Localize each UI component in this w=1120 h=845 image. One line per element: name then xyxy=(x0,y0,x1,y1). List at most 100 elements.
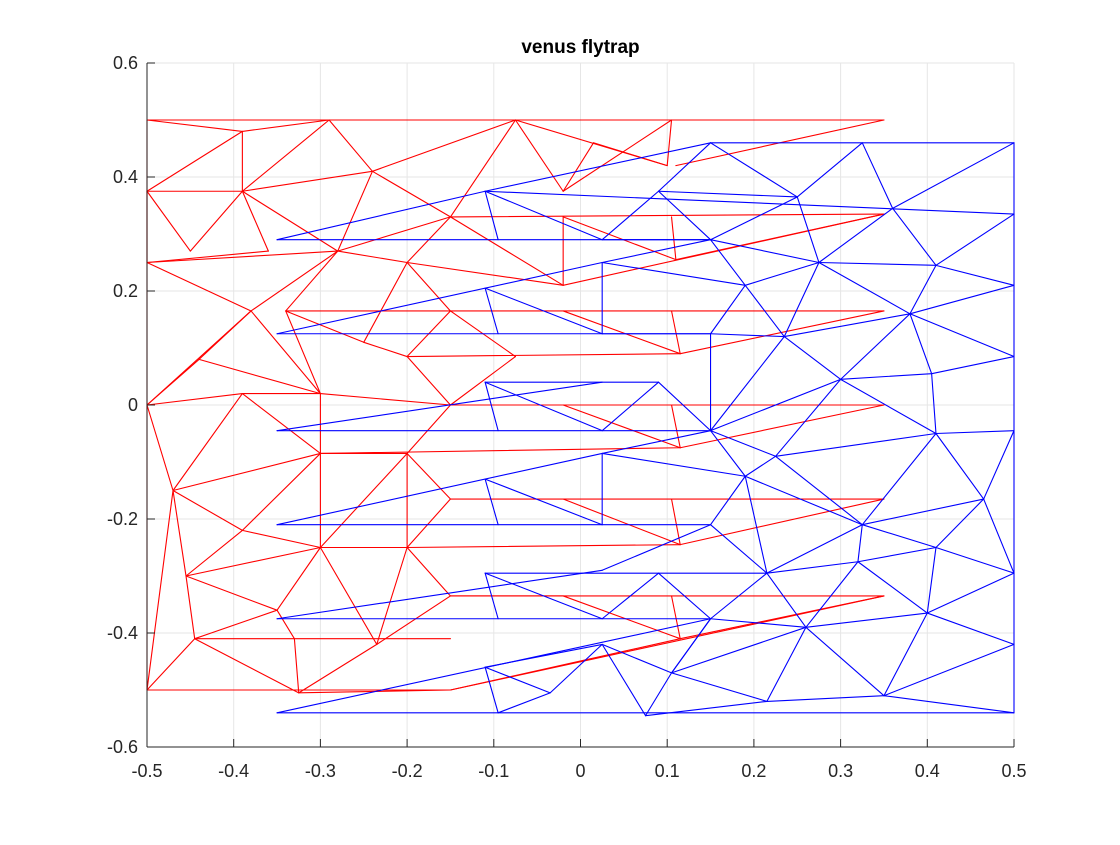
mesh-edge xyxy=(406,404,452,455)
mesh-edge xyxy=(601,239,712,264)
mesh-edge xyxy=(840,373,933,380)
mesh-edge xyxy=(484,572,603,620)
mesh-edge xyxy=(766,524,863,574)
y-tick-label: 0.6 xyxy=(113,53,138,73)
y-tick-label: 0 xyxy=(128,395,138,415)
mesh-edge xyxy=(293,638,300,694)
mesh-edge xyxy=(709,618,807,628)
mesh-edge xyxy=(679,404,885,449)
mesh-edge xyxy=(892,207,937,266)
mesh-edge xyxy=(172,393,243,492)
mesh-edge xyxy=(185,575,278,611)
mesh-edge xyxy=(931,373,937,435)
mesh-edge xyxy=(840,313,911,380)
mesh-edge xyxy=(709,430,777,457)
mesh-edge xyxy=(484,287,603,335)
mesh-edge xyxy=(146,119,243,132)
mesh-edge xyxy=(484,381,603,432)
mesh-edge xyxy=(601,430,712,455)
mesh-edge xyxy=(709,524,768,574)
mesh-edge xyxy=(276,609,295,640)
mesh-edge xyxy=(857,524,863,563)
mesh-edge xyxy=(194,609,278,640)
mesh-edge xyxy=(744,475,863,526)
mesh-edge xyxy=(935,432,985,500)
mesh-edge xyxy=(670,595,681,640)
mesh-edge xyxy=(766,572,807,628)
mesh-edge xyxy=(805,626,885,697)
mesh-edge xyxy=(449,355,517,406)
mesh-edge xyxy=(926,572,1015,614)
mesh-edge xyxy=(709,333,785,338)
mesh-edge xyxy=(562,119,673,192)
mesh-edge xyxy=(909,313,1015,358)
mesh-edge xyxy=(319,393,452,406)
mesh-edge xyxy=(670,310,681,355)
mesh-edge xyxy=(241,190,269,252)
mesh-edge xyxy=(744,455,777,477)
y-tick-label: 0.4 xyxy=(113,167,138,187)
mesh-edge xyxy=(657,142,712,192)
mesh-edge xyxy=(449,119,517,218)
mesh-edge xyxy=(406,544,681,549)
mesh-edge xyxy=(376,546,408,645)
mesh-edge xyxy=(909,264,937,315)
mesh-edge xyxy=(783,336,842,380)
mesh-edge xyxy=(775,432,937,457)
mesh-edge xyxy=(657,381,712,432)
mesh-edge xyxy=(406,452,452,500)
y-tick-label: -0.2 xyxy=(107,509,138,529)
mesh-edge xyxy=(675,213,885,261)
mesh-edge xyxy=(935,264,1015,286)
mesh-edge xyxy=(146,250,339,264)
mesh-edge xyxy=(276,452,603,526)
mesh-edge xyxy=(783,261,820,338)
mesh-edge xyxy=(276,381,603,432)
mesh-edge xyxy=(709,430,746,477)
mesh-edge xyxy=(670,618,712,674)
mesh-edge xyxy=(861,142,894,209)
mesh-edge xyxy=(766,561,859,574)
mesh-edge xyxy=(319,546,378,645)
mesh-edge xyxy=(285,310,321,395)
mesh-edge xyxy=(484,142,712,192)
mesh-edge xyxy=(185,546,321,577)
x-tick-label: 0 xyxy=(575,761,585,781)
mesh-edge xyxy=(709,142,798,198)
mesh-edge xyxy=(363,341,408,358)
mesh-edge xyxy=(657,190,798,198)
mesh-edge xyxy=(601,572,660,620)
mesh-edge xyxy=(935,498,985,549)
mesh-edge xyxy=(883,695,1015,714)
mesh-edge xyxy=(241,190,339,252)
mesh-edge xyxy=(783,313,911,338)
mesh-edge xyxy=(744,261,820,286)
mesh-edge xyxy=(709,196,798,241)
mesh-edge xyxy=(709,284,746,335)
mesh-edge xyxy=(818,207,894,264)
y-tick-label: 0.2 xyxy=(113,281,138,301)
mesh-edge xyxy=(406,355,452,406)
mesh-edge xyxy=(644,700,768,717)
mesh-edge xyxy=(484,287,499,335)
mesh-edge xyxy=(601,381,660,432)
mesh-edge xyxy=(926,546,937,614)
x-tick-label: 0.4 xyxy=(915,761,940,781)
mesh-edge xyxy=(775,455,863,526)
mesh-edge xyxy=(371,119,517,172)
mesh-edge xyxy=(250,250,339,312)
mesh-edge xyxy=(484,572,499,620)
mesh-edge xyxy=(670,404,681,449)
mesh-edge xyxy=(679,498,885,546)
mesh-edge xyxy=(376,595,452,645)
mesh-edge xyxy=(146,190,191,252)
mesh-edge xyxy=(601,643,647,717)
mesh-edge xyxy=(931,355,1015,375)
mesh-edge xyxy=(484,666,499,714)
mesh-edge xyxy=(818,261,911,315)
mesh-edge xyxy=(146,130,243,192)
mesh-edge xyxy=(484,190,603,241)
mesh-edge xyxy=(276,261,603,335)
mesh-edge xyxy=(185,529,243,577)
